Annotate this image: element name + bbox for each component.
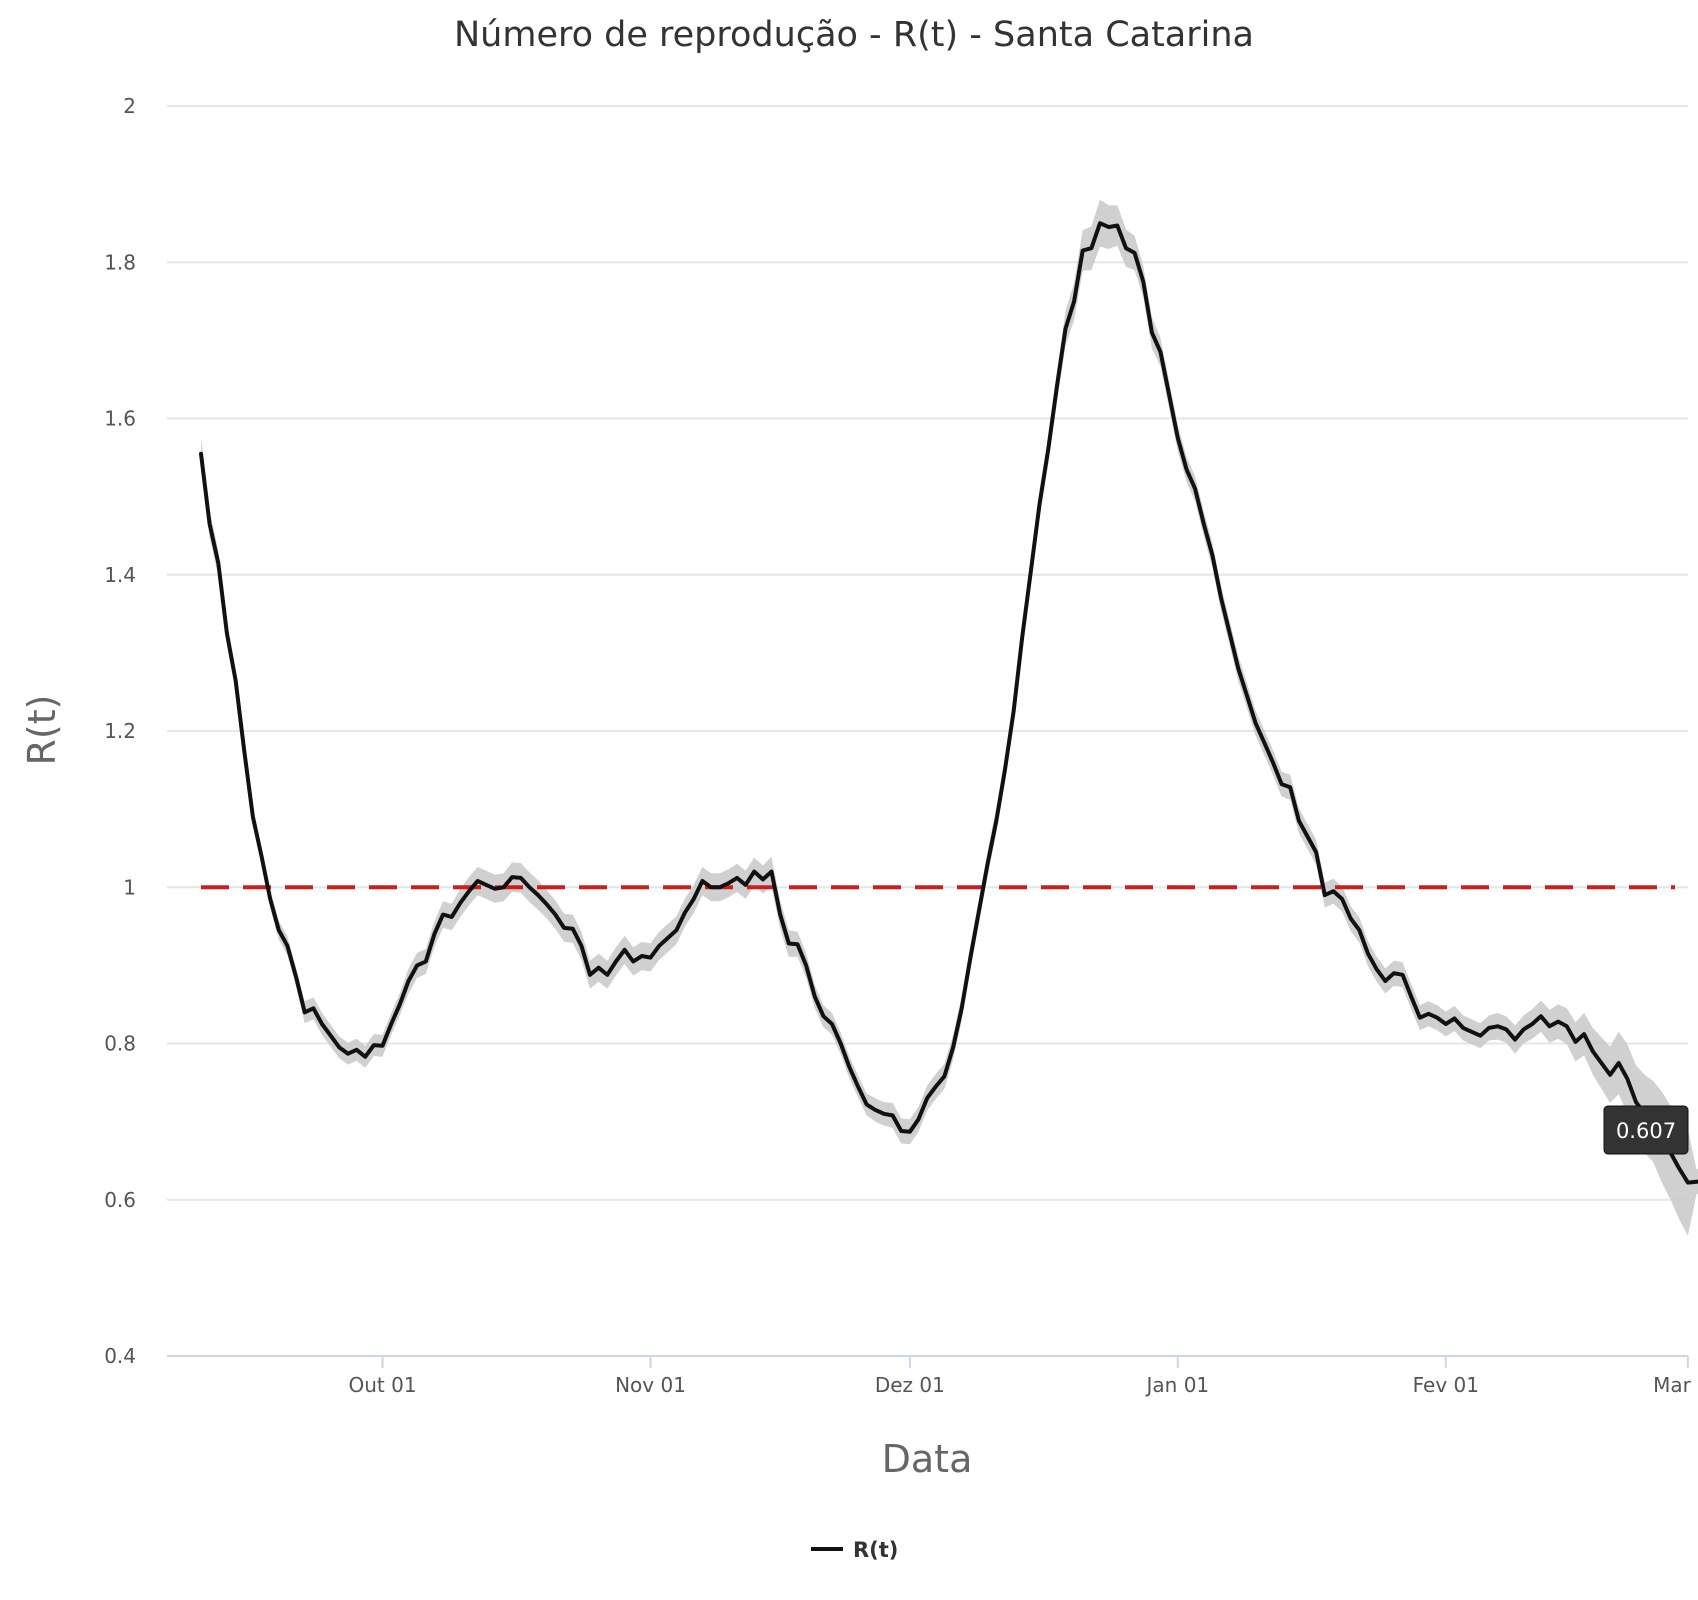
y-tick-label: 0.6	[104, 1188, 136, 1212]
y-tick-label: 1.2	[104, 719, 136, 743]
y-tick-label: 0.8	[104, 1032, 136, 1056]
y-tick-label: 1.8	[104, 250, 136, 274]
y-tick-label: 1	[123, 875, 136, 899]
tooltip-box	[1603, 1105, 1689, 1155]
y-tick-label: 1.6	[104, 407, 136, 431]
y-axis-ticks: 0.4 0.6 0.8 1 1.2 1.4 1.6 1.8 2	[104, 94, 136, 1368]
x-tick-label: Dez 01	[875, 1373, 945, 1397]
tooltip: 0.607	[1603, 1105, 1689, 1155]
x-axis-ticks: Out 01 Nov 01 Dez 01 Jan 01 Fev 01 Mar 01	[348, 1356, 1698, 1397]
x-tick-label: Jan 01	[1145, 1373, 1210, 1397]
x-tick-label: Fev 01	[1413, 1373, 1479, 1397]
chart-title: Número de reprodução - R(t) - Santa Cata…	[454, 15, 1254, 55]
series-group[interactable]	[199, 221, 1698, 1201]
x-tick-label: Nov 01	[615, 1373, 686, 1397]
series-line-rt[interactable]	[199, 221, 1698, 1201]
tooltip-value: 0.607	[1616, 1119, 1676, 1143]
legend-label: R(t)	[853, 1538, 898, 1562]
x-tick-label: Out 01	[348, 1373, 416, 1397]
y-tick-label: 1.4	[104, 563, 136, 587]
legend[interactable]: R(t)	[811, 1538, 898, 1562]
x-axis-title: Data	[882, 1437, 973, 1481]
y-axis-title: R(t)	[20, 695, 64, 766]
y-tick-label: 0.4	[104, 1344, 136, 1368]
x-tick-label: Mar 01	[1653, 1373, 1698, 1397]
y-tick-label: 2	[123, 94, 136, 118]
